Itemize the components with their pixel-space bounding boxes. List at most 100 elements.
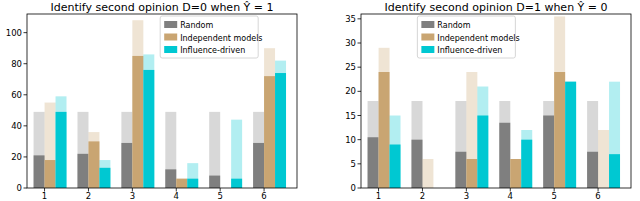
legend: Random Independent models Influence-driven <box>417 16 519 58</box>
value-bar <box>56 112 67 188</box>
y-tick-label: 80 <box>11 59 22 69</box>
legend-swatch <box>421 46 434 53</box>
value-bar <box>477 116 488 189</box>
y-tick-label: 20 <box>11 152 22 162</box>
value-bar <box>275 73 286 188</box>
total-bar <box>411 101 422 188</box>
value-bar <box>165 169 176 188</box>
value-bar <box>143 70 154 188</box>
y-tick <box>24 32 28 33</box>
legend: Random Independent models Influence-driven <box>160 16 262 58</box>
value-bar <box>209 176 220 188</box>
legend-swatch <box>421 34 434 41</box>
legend-label: Influence-driven <box>437 46 502 55</box>
value-bar <box>455 152 466 188</box>
value-bar <box>379 72 390 188</box>
y-tick-label: 30 <box>345 38 356 48</box>
x-tick-label: 5 <box>551 191 556 201</box>
value-bar <box>88 141 99 188</box>
value-bar <box>132 56 143 188</box>
x-tick-label: 1 <box>42 191 47 201</box>
total-bar <box>587 101 598 188</box>
total-bar <box>609 82 620 188</box>
value-bar <box>264 76 275 188</box>
legend-label: Influence-driven <box>180 46 245 55</box>
legend-label: Independent models <box>437 34 519 43</box>
total-bar <box>56 96 67 188</box>
value-bar <box>609 154 620 188</box>
total-bar <box>209 112 220 188</box>
y-tick <box>24 156 28 157</box>
x-tick-label: 6 <box>261 191 266 201</box>
y-tick-label: 40 <box>11 121 22 131</box>
value-bar <box>554 72 565 188</box>
total-bar <box>598 130 609 188</box>
total-bar <box>99 160 110 188</box>
total-bar <box>422 159 433 188</box>
total-bar <box>455 101 466 188</box>
y-tick <box>24 188 28 189</box>
value-bar <box>253 143 264 188</box>
value-bar <box>587 152 598 188</box>
value-bar <box>34 155 45 188</box>
total-bar <box>143 54 154 188</box>
y-tick <box>358 139 362 140</box>
total-bar <box>275 61 286 188</box>
total-bar <box>45 103 56 188</box>
x-tick-label: 3 <box>130 191 135 201</box>
legend-swatch <box>164 34 177 41</box>
total-bar <box>543 101 554 188</box>
total-bar <box>253 112 264 188</box>
panel: Identify second opinion D=1 when Ŷ = 005… <box>345 1 631 201</box>
total-bar <box>477 87 488 189</box>
total-bar <box>187 163 198 188</box>
value-bar <box>521 140 532 188</box>
x-tick-label: 2 <box>86 191 91 201</box>
frame <box>27 14 297 188</box>
value-bar <box>231 179 242 188</box>
total-bar <box>132 20 143 188</box>
y-tick-label: 5 <box>351 159 356 169</box>
y-tick-label: 35 <box>345 14 356 24</box>
frame <box>361 14 631 188</box>
y-tick-label: 20 <box>345 86 356 96</box>
panel: Identify second opinion D=0 when Ŷ = 1 0 2… <box>6 1 297 201</box>
value-bar <box>187 179 198 188</box>
total-bar <box>88 132 99 188</box>
legend-label: Random <box>437 21 470 30</box>
legend-swatch <box>421 21 434 28</box>
y-tick-label: 15 <box>345 111 356 121</box>
title: Identify second opinion D=0 when Ŷ = 1 <box>50 1 273 14</box>
y-tick <box>358 91 362 92</box>
y-tick <box>358 163 362 164</box>
y-tick-label: 0 <box>17 183 22 193</box>
total-bar <box>165 112 176 188</box>
value-bar <box>99 168 110 188</box>
y-tick-label: 10 <box>345 135 356 145</box>
value-bar <box>411 140 422 188</box>
legend-swatch <box>164 21 177 28</box>
figure: Identify second opinion D=0 when Ŷ = 1 0 2… <box>0 0 640 201</box>
x-tick-label: 4 <box>174 191 179 201</box>
value-bar <box>466 159 477 188</box>
y-tick <box>358 43 362 44</box>
y-tick <box>358 115 362 116</box>
legend-label: Random <box>180 21 213 30</box>
y-tick <box>358 67 362 68</box>
value-bar <box>77 154 88 188</box>
x-tick-label: 4 <box>508 191 513 201</box>
y-tick <box>24 63 28 64</box>
total-bar <box>231 120 242 188</box>
value-bar <box>121 143 132 188</box>
value-bar <box>390 145 401 189</box>
y-tick-label: 60 <box>11 90 22 100</box>
total-bar <box>565 82 576 188</box>
total-bar <box>554 16 565 188</box>
total-bar <box>499 101 510 188</box>
y-tick-label: 25 <box>345 62 356 72</box>
y-tick <box>24 125 28 126</box>
legend-label: Independent models <box>180 34 262 43</box>
value-bar <box>565 82 576 188</box>
total-bar <box>368 101 379 188</box>
legend-swatch <box>164 46 177 53</box>
